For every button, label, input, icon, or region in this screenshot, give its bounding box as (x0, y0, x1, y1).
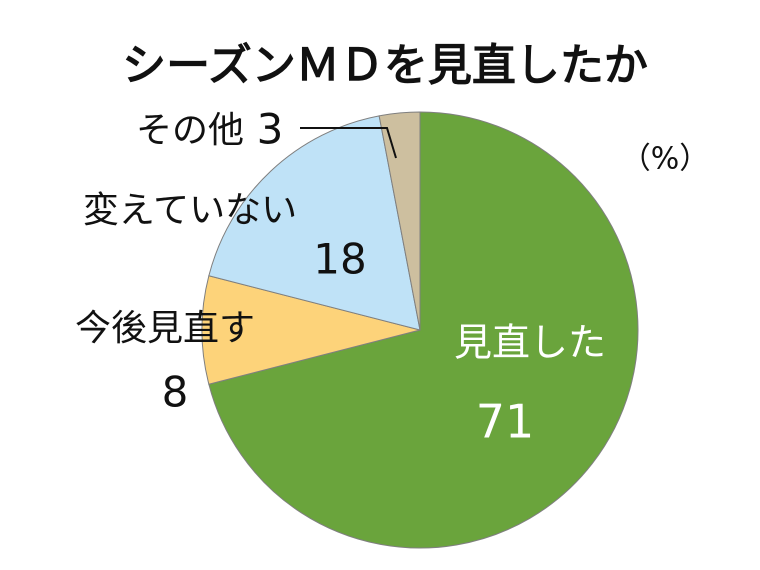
pie-slice (201, 275, 421, 385)
slice-label: 見直した (454, 321, 606, 365)
value-label: 18 (313, 235, 366, 284)
value-label: 3 (257, 105, 284, 154)
slice-label: 変えていない (83, 190, 297, 231)
unit-label: （%） (621, 142, 710, 177)
pie-slice (208, 115, 421, 331)
chart-title: シーズンＭＤを見直したか (122, 40, 648, 91)
pie-slice (378, 111, 421, 331)
value-label: 8 (162, 368, 189, 417)
value-label: 71 (476, 395, 535, 449)
leader-line (300, 127, 397, 159)
slice-label: その他 (136, 110, 244, 151)
pie (201, 111, 639, 549)
slice-label: 今後見直す (75, 308, 255, 349)
pie-slice (208, 111, 639, 549)
